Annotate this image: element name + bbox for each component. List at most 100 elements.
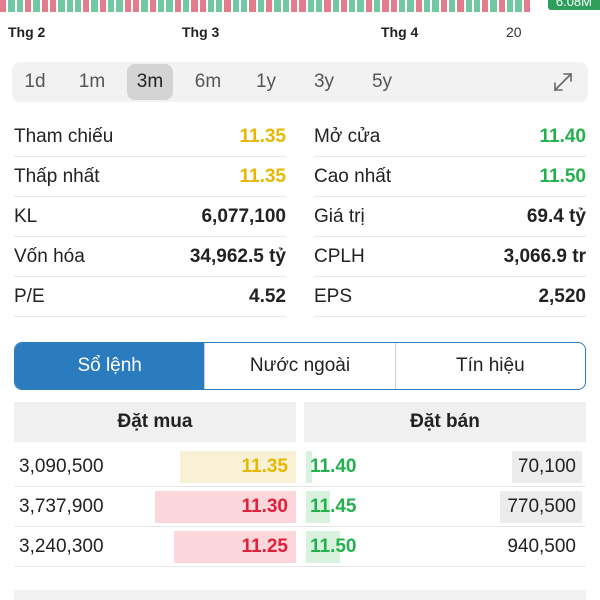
volume-bar — [290, 0, 298, 12]
sell-price[interactable]: 11.45 — [310, 496, 357, 517]
volume-bar — [415, 0, 422, 12]
tab-order-book[interactable]: Sổ lệnh — [15, 343, 205, 389]
volume-bar — [440, 0, 447, 12]
sell-depth-bar — [306, 491, 330, 523]
buy-price[interactable]: 11.30 — [241, 496, 289, 517]
volume-bar — [448, 0, 456, 12]
stat-open: Mở cửa 11.40 — [314, 117, 586, 157]
volume-bar — [182, 0, 190, 12]
volume-bar — [157, 0, 165, 12]
x-axis-label: Thg 2 — [8, 24, 46, 40]
chart-x-axis: Thg 2 Thg 3 Thg 4 20 — [0, 20, 600, 44]
period-1m[interactable]: 1m — [78, 71, 106, 92]
sell-depth-bar — [306, 531, 340, 563]
buy-quantity: 3,090,500 — [19, 456, 104, 477]
stat-row: KL 6,077,100 Giá trị 69.4 tỷ — [14, 197, 590, 237]
period-1y[interactable]: 1y — [255, 71, 277, 92]
stat-eps: EPS 2,520 — [314, 277, 586, 317]
volume-bar — [307, 0, 314, 12]
buy-price[interactable]: 11.25 — [241, 536, 289, 557]
period-5y[interactable]: 5y — [371, 71, 393, 92]
volume-bar — [249, 0, 256, 12]
volume-bar — [8, 0, 15, 12]
detail-tabs: Sổ lệnh Nước ngoài Tín hiệu — [14, 342, 586, 390]
stat-label: Giá trị — [314, 206, 365, 227]
period-3m[interactable]: 3m — [127, 64, 173, 100]
sell-depth-bar — [306, 451, 312, 483]
volume-bar — [423, 0, 431, 12]
volume-bar — [274, 0, 281, 12]
stat-row: P/E 4.52 EPS 2,520 — [14, 277, 590, 317]
volume-bar — [149, 0, 156, 12]
volume-bar — [124, 0, 131, 12]
volume-bar — [324, 0, 331, 12]
volume-bar — [515, 0, 522, 12]
buy-price[interactable]: 11.35 — [241, 456, 289, 477]
volume-bar — [299, 0, 306, 12]
period-selector: 1d 1m 3m 6m 1y 3y 5y — [12, 62, 588, 102]
stat-label: Thấp nhất — [14, 166, 100, 187]
buy-header: Đặt mua — [14, 402, 296, 442]
sell-price[interactable]: 11.40 — [310, 456, 357, 477]
sell-quantity: 940,500 — [507, 536, 576, 557]
volume-bar — [33, 0, 40, 12]
buy-depth-bar — [180, 451, 296, 483]
volume-bar — [482, 0, 489, 12]
stat-label: CPLH — [314, 246, 365, 267]
period-6m[interactable]: 6m — [194, 71, 222, 92]
stat-value: 2,520 — [538, 286, 586, 307]
stat-value: 11.35 — [239, 126, 287, 147]
volume-bars — [0, 0, 530, 12]
volume-badge: 6.08M — [547, 0, 600, 10]
tab-foreign[interactable]: Nước ngoài — [204, 343, 394, 389]
volume-bar — [0, 0, 7, 12]
volume-bar — [465, 0, 472, 12]
volume-bar — [232, 0, 240, 12]
volume-bar — [523, 0, 530, 12]
stat-value: 4.52 — [249, 286, 286, 307]
sell-price[interactable]: 11.50 — [310, 536, 357, 557]
volume-bar — [83, 0, 90, 12]
volume-bar — [349, 0, 356, 12]
expand-icon[interactable] — [552, 71, 574, 93]
volume-bar — [41, 0, 48, 12]
volume-bar — [399, 0, 406, 12]
stat-value: 11.40 — [539, 126, 587, 147]
volume-bar — [266, 0, 273, 12]
x-axis-label: Thg 4 — [381, 24, 419, 40]
volume-bar — [282, 0, 289, 12]
volume-bar — [357, 0, 364, 12]
volume-bar — [166, 0, 173, 12]
period-1d[interactable]: 1d — [24, 71, 46, 92]
volume-bar — [66, 0, 73, 12]
period-3y[interactable]: 3y — [313, 71, 335, 92]
stat-row: Thấp nhất 11.35 Cao nhất 11.50 — [14, 157, 590, 197]
order-book-row: 3,090,500 11.35 11.40 70,100 — [14, 447, 586, 487]
buy-depth-bar — [174, 531, 296, 563]
volume-bar — [49, 0, 57, 12]
volume-bar — [116, 0, 123, 12]
x-axis-label: Thg 3 — [182, 24, 220, 40]
volume-bar — [332, 0, 339, 12]
stat-reference: Tham chiếu 11.35 — [14, 117, 286, 157]
volume-bar — [58, 0, 65, 12]
volume-bar — [141, 0, 148, 12]
volume-bar — [490, 0, 497, 12]
order-book-row: 3,737,900 11.30 11.45 770,500 — [14, 487, 586, 527]
volume-bar — [133, 0, 140, 12]
volume-bar — [257, 0, 264, 12]
stat-market-cap: Vốn hóa 34,962.5 tỷ — [14, 237, 286, 277]
sell-quantity: 770,500 — [507, 496, 576, 517]
volume-bar — [108, 0, 115, 12]
volume-bar — [432, 0, 439, 12]
volume-strip: 6.08M — [0, 0, 600, 12]
volume-bar — [99, 0, 107, 12]
volume-bar — [365, 0, 373, 12]
stat-row: Tham chiếu 11.35 Mở cửa 11.40 — [14, 117, 590, 157]
bottom-divider — [14, 590, 586, 600]
stat-value: 11.35 — [239, 166, 287, 187]
buy-quantity: 3,737,900 — [19, 496, 104, 517]
stat-value: 69.4 tỷ — [526, 206, 586, 227]
tab-signals[interactable]: Tín hiệu — [394, 343, 585, 389]
stat-label: Tham chiếu — [14, 126, 114, 147]
